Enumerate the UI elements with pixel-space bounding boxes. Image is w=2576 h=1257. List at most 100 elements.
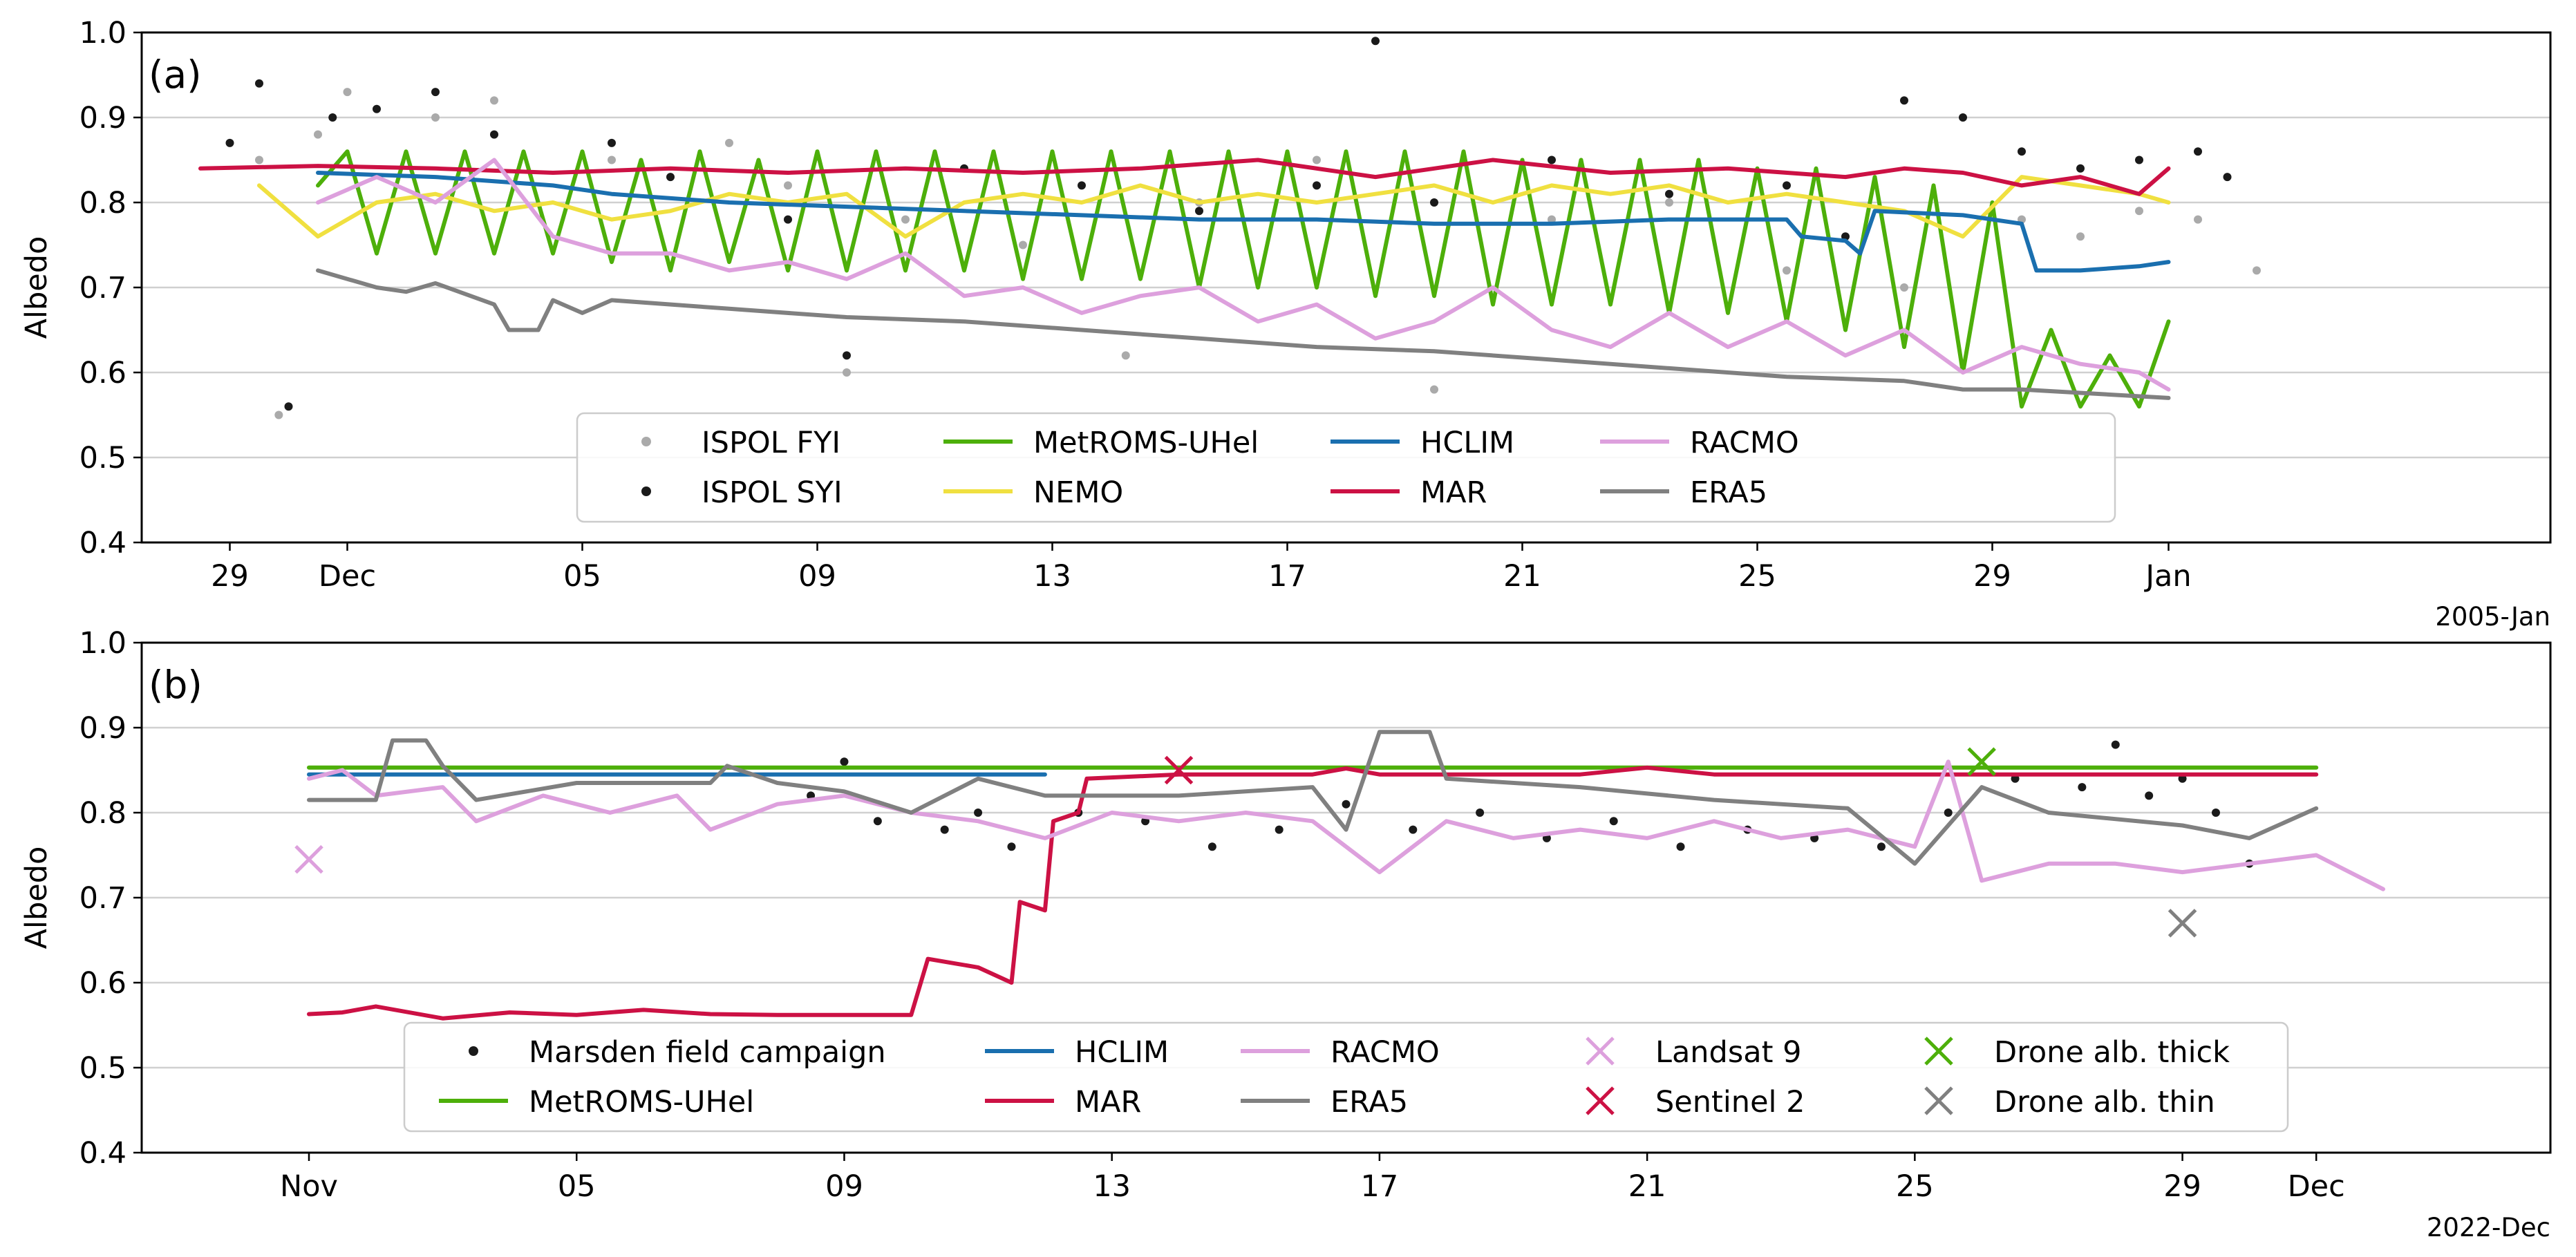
data-point	[1665, 189, 1673, 198]
x-tick-label: Nov	[280, 1169, 338, 1204]
x-tick-label: 05	[563, 559, 601, 594]
legend-entry-hclim: HCLIM	[1331, 426, 1514, 460]
legend-entry-marsden-field-campaign: Marsden field campaign	[469, 1035, 886, 1070]
legend-label: ISPOL SYI	[702, 475, 843, 510]
data-point	[373, 104, 381, 113]
data-point	[1019, 240, 1027, 249]
data-point	[940, 825, 949, 834]
legend-swatch	[1924, 1037, 1953, 1066]
data-point	[274, 410, 283, 419]
legend-entry-hclim: HCLIM	[985, 1035, 1169, 1070]
x-tick-label: 17	[1361, 1169, 1399, 1204]
x-tick-label: 13	[1033, 559, 1071, 594]
y-tick-label: 0.8	[79, 796, 126, 831]
data-point	[1900, 283, 1908, 292]
y-tick-label: 0.4	[79, 526, 126, 560]
axes-frame	[140, 641, 2552, 1154]
data-point	[1409, 825, 1418, 834]
legend-box	[403, 1021, 2289, 1133]
data-point	[1342, 800, 1351, 809]
data-point	[1877, 842, 1886, 851]
x-tick-label: 09	[825, 1169, 863, 1204]
data-point	[1548, 155, 1556, 164]
data-point	[2178, 774, 2187, 783]
data-point	[1665, 198, 1673, 207]
data-point	[2011, 774, 2020, 783]
data-point	[2253, 266, 2261, 275]
data-point	[2194, 147, 2202, 156]
data-point	[2111, 740, 2120, 749]
legend-entry-sentinel-2: Sentinel 2	[1586, 1085, 1805, 1119]
legend-label: Landsat 9	[1655, 1035, 1802, 1070]
data-point	[1783, 266, 1791, 275]
data-point	[2223, 173, 2232, 182]
data-point	[2078, 783, 2087, 792]
data-point	[608, 138, 616, 147]
data-point	[843, 368, 851, 377]
marker-sentinel-2	[1164, 755, 1194, 785]
legend-label: HCLIM	[1075, 1035, 1169, 1070]
marker-landsat-9	[294, 844, 323, 874]
panel-label: (a)	[149, 53, 202, 97]
y-tick-label: 1.0	[79, 16, 126, 50]
y-tick-label: 0.5	[79, 441, 126, 475]
x-tick-label: 21	[1628, 1169, 1666, 1204]
x-tick-label: 29	[2163, 1169, 2201, 1204]
data-point	[1783, 181, 1791, 190]
legend-label: NEMO	[1033, 475, 1123, 510]
data-point	[1121, 351, 1130, 360]
x-tick-label: 25	[1896, 1169, 1934, 1204]
data-point	[2018, 147, 2026, 156]
series-ispol-syi	[225, 37, 2232, 411]
marker-drone-alb-thin	[2168, 909, 2197, 938]
y-tick-label: 1.0	[79, 626, 126, 661]
y-tick-label: 0.5	[79, 1051, 126, 1086]
legend-label: Drone alb. thin	[1994, 1085, 2215, 1119]
legend-entry-metroms-uhel: MetROMS-UHel	[439, 1085, 754, 1119]
data-point	[1959, 113, 1967, 122]
data-point	[1476, 809, 1485, 817]
panel-b: 0.4 0.5 0.6 0.7 0.8 0.9 1.0 Nov 05 09 13 17 21 25 29 De…	[19, 626, 2552, 1242]
data-point	[784, 181, 792, 190]
data-point	[666, 173, 675, 182]
x-tick-label: 21	[1503, 559, 1541, 594]
legend-label: MAR	[1075, 1085, 1141, 1119]
legend-label: ISPOL FYI	[702, 426, 840, 460]
y-tick-label: 0.9	[79, 711, 126, 746]
series-line-era5	[307, 730, 2319, 866]
data-point	[284, 402, 293, 411]
legend-entry-nemo: NEMO	[943, 475, 1123, 510]
series-line-mar	[198, 158, 2171, 196]
data-point	[1007, 842, 1016, 851]
series-line-racmo	[316, 158, 2171, 392]
y-axis-label: Albedo	[19, 847, 54, 949]
legend: Marsden field campaign MetROMS-UHel HCLIM M…	[403, 1021, 2289, 1133]
data-point	[1900, 96, 1908, 105]
y-tick-label: 0.4	[79, 1136, 126, 1171]
legend-label: RACMO	[1331, 1035, 1440, 1070]
legend-swatch	[1924, 1086, 1953, 1115]
plot-area	[294, 730, 2385, 1021]
data-point	[343, 88, 352, 97]
y-axis-label: Albedo	[19, 236, 54, 339]
legend-label: ERA5	[1690, 475, 1767, 510]
data-point	[1430, 385, 1438, 394]
legend-entry-mar: MAR	[1331, 475, 1487, 510]
data-point	[974, 809, 983, 817]
data-point	[1430, 198, 1438, 207]
legend-label: HCLIM	[1420, 426, 1514, 460]
legend-entry-drone-alb-thick: Drone alb. thick	[1924, 1035, 2230, 1070]
legend-entry-era5: ERA5	[1241, 1085, 1408, 1119]
legend-swatch	[641, 486, 651, 496]
x-tick-label: 13	[1093, 1169, 1131, 1204]
x-tick-label: 29	[1973, 559, 2011, 594]
data-point	[873, 817, 882, 826]
legend-entry-racmo: RACMO	[1241, 1035, 1440, 1070]
legend-swatch	[1586, 1086, 1615, 1115]
data-point	[2076, 164, 2085, 173]
series-line-mar	[307, 765, 2319, 1021]
data-point	[725, 138, 733, 147]
legend-label: Drone alb. thick	[1994, 1035, 2230, 1070]
legend-entry-ispol-fyi: ISPOL FYI	[641, 426, 840, 460]
